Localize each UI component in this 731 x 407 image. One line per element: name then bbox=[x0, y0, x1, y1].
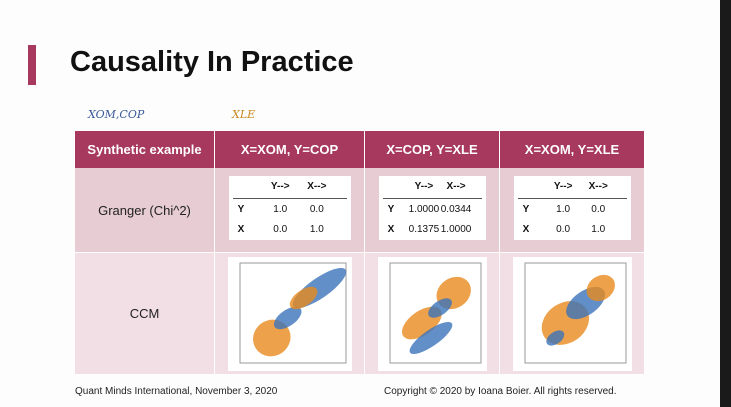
scatter-blob bbox=[546, 330, 565, 346]
scatter-blob bbox=[239, 262, 347, 364]
column-header: X=COP, Y=XLE bbox=[365, 131, 500, 168]
title: Causality In Practice bbox=[70, 46, 354, 78]
footer-right: Copyright © 2020 by Ioana Boier. All rig… bbox=[384, 386, 617, 397]
cell: Y--> X--> Y 1.0000 0.0344 X 0.1375 1.0000 bbox=[365, 168, 500, 252]
matrix-value: 0.0 bbox=[556, 224, 571, 235]
matrix-value: 1.0000 bbox=[408, 204, 440, 215]
scatter-image bbox=[513, 257, 632, 371]
column-header: X=XOM, Y=COP bbox=[215, 131, 365, 168]
matrix-row: X bbox=[237, 224, 245, 235]
scatter-blob bbox=[389, 262, 482, 364]
matrix-row: Y bbox=[237, 204, 245, 215]
matrix-row: Y bbox=[522, 204, 530, 215]
scatter-blob bbox=[586, 274, 615, 302]
row-header: CCM bbox=[75, 253, 215, 374]
column-header: X=XOM, Y=XLE bbox=[500, 131, 645, 168]
matrix-value: 0.0 bbox=[309, 204, 324, 215]
matrix-value: 1.0 bbox=[309, 224, 324, 235]
rule bbox=[383, 198, 482, 199]
cell bbox=[500, 253, 645, 374]
matrix-row: X bbox=[522, 224, 530, 235]
scatter-blob bbox=[289, 286, 318, 310]
rule bbox=[518, 198, 627, 199]
matrix-value: 1.0 bbox=[591, 224, 606, 235]
matrix-value: 1.0 bbox=[273, 204, 288, 215]
label: XLE bbox=[232, 108, 256, 121]
matrix-value: 0.0 bbox=[273, 224, 288, 235]
matrix: Y--> X--> Y 1.0 0.0 X 0.0 1.0 bbox=[514, 176, 631, 240]
scatter-blob bbox=[428, 298, 452, 318]
matrix-col: X--> bbox=[307, 181, 327, 192]
matrix-row: X bbox=[387, 224, 395, 235]
scatter-blob bbox=[524, 262, 627, 364]
matrix: Y--> X--> Y 1.0000 0.0344 X 0.1375 1.0000 bbox=[379, 176, 486, 240]
matrix-col: Y--> bbox=[414, 181, 434, 192]
scatter-blob bbox=[409, 321, 453, 355]
cell: Y--> X--> Y 1.0 0.0 X 0.0 1.0 bbox=[215, 168, 365, 252]
matrix-col: X--> bbox=[446, 181, 466, 192]
matrix-col: X--> bbox=[588, 181, 608, 192]
accent-bar bbox=[28, 45, 36, 85]
cell: Y--> X--> Y 1.0 0.0 X 0.0 1.0 bbox=[500, 168, 645, 252]
cell bbox=[215, 253, 365, 374]
scatter-blob bbox=[273, 306, 302, 330]
footer-left: Quant Minds International, November 3, 2… bbox=[75, 386, 278, 397]
column-header: Synthetic example bbox=[75, 131, 215, 168]
rule bbox=[233, 198, 347, 199]
scatter-image bbox=[378, 257, 487, 371]
matrix-value: 1.0 bbox=[556, 204, 571, 215]
matrix-value: 0.0344 bbox=[440, 204, 472, 215]
cell bbox=[365, 253, 500, 374]
matrix-col: Y--> bbox=[553, 181, 573, 192]
matrix-value: 0.1375 bbox=[408, 224, 440, 235]
row-header: Granger (Chi^2) bbox=[75, 168, 215, 252]
matrix-col: Y--> bbox=[270, 181, 290, 192]
matrix-row: Y bbox=[387, 204, 395, 215]
matrix-value: 0.0 bbox=[591, 204, 606, 215]
scatter-image bbox=[228, 257, 352, 371]
matrix-value: 1.0000 bbox=[440, 224, 472, 235]
label: XOM,COP bbox=[88, 108, 145, 121]
matrix: Y--> X--> Y 1.0 0.0 X 0.0 1.0 bbox=[229, 176, 351, 240]
